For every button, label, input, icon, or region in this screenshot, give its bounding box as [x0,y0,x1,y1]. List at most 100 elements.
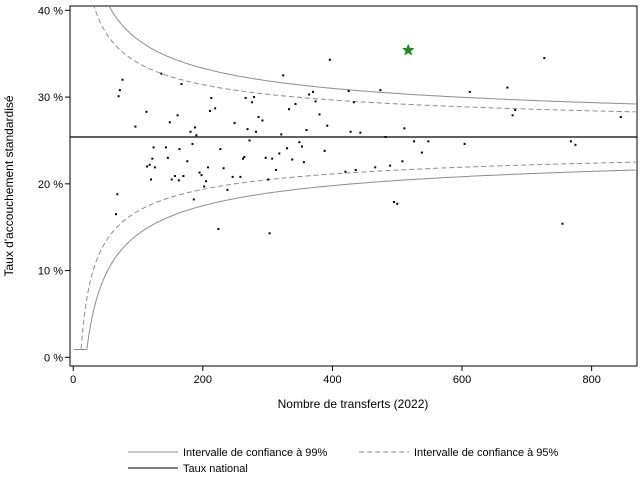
x-tick-label: 200 [194,374,212,386]
data-point [182,175,185,178]
data-point [145,110,148,113]
data-point [543,57,546,60]
data-point [178,148,181,151]
x-tick-label: 0 [70,374,76,386]
data-point [282,74,285,77]
data-point [463,142,466,145]
data-point [326,124,329,127]
data-point [219,148,222,151]
data-point [389,164,392,167]
data-point [115,213,118,216]
data-point [134,125,137,128]
data-point [413,140,416,143]
data-point [244,96,247,99]
data-point [243,155,246,158]
data-point [239,175,242,178]
data-point [278,152,281,155]
data-point [286,147,289,150]
ci-curve-99-lower [73,169,636,351]
data-point [354,168,357,171]
x-axis-title: Nombre de transferts (2022) [278,397,429,411]
data-point [207,166,210,169]
data-point [506,86,509,89]
data-point [148,163,151,166]
data-point [427,140,430,143]
data-point [312,90,314,93]
data-point [150,178,152,181]
data-point [192,198,195,201]
data-point [189,130,192,133]
data-point [288,108,291,111]
data-point [146,165,149,168]
ci-curve-99-upper [108,6,636,105]
data-point [203,185,206,188]
legend: Intervalle de confiance à 99% Intervalle… [128,447,559,475]
x-tick-label: 600 [453,374,471,386]
legend-label-ci99: Intervalle de confiance à 99% [183,447,328,459]
data-point [574,143,577,146]
data-point [271,157,274,160]
data-point [344,170,347,173]
data-point [210,96,213,99]
scatter-points [115,57,622,235]
data-point [253,96,256,99]
data-point [180,83,183,86]
data-point [248,139,251,142]
highlight-star-marker [401,43,415,56]
data-point [217,227,220,230]
data-point [186,160,189,163]
data-point [153,166,156,169]
y-tick-label: 40 % [38,5,63,17]
plot-frame [69,5,638,367]
data-point [379,89,382,92]
y-axis: 0 % 10 % 20 % 30 % 40 % [38,5,70,364]
data-point [511,114,514,117]
data-point [198,171,201,174]
data-point [561,222,564,225]
data-point [294,103,297,106]
data-point [164,146,167,149]
data-point [300,145,303,148]
data-point [118,89,121,92]
data-point [323,149,326,152]
data-point [176,114,179,117]
data-point [117,95,120,98]
data-point [318,113,321,116]
legend-label-ci95: Intervalle de confiance à 95% [414,447,559,459]
data-point [152,146,155,149]
data-point [121,78,124,81]
data-point [194,126,197,129]
data-point [384,135,387,138]
data-point [349,130,352,133]
data-point [359,131,362,134]
y-tick-label: 20 % [38,179,63,191]
y-tick-label: 30 % [38,92,63,104]
data-point [308,93,311,96]
data-point [205,180,208,183]
data-point [222,167,225,170]
data-point [261,119,264,122]
data-point [151,157,154,160]
data-point [298,141,301,144]
data-point [393,201,395,204]
data-point [173,175,176,178]
data-point [208,109,211,112]
data-point [314,100,317,103]
data-point [347,90,350,93]
data-point [291,158,294,161]
data-point [116,193,119,196]
data-point [403,127,406,130]
ci-curves [73,6,636,351]
data-point [191,142,194,145]
data-point [200,174,203,177]
data-point [396,202,399,205]
x-tick-label: 400 [323,374,341,386]
data-point [401,160,404,163]
y-axis-title: Taux d'accouchement standardisé [2,95,16,276]
highlight-star [401,43,415,56]
data-point [166,156,169,159]
data-point [352,101,355,104]
data-point [242,157,245,160]
data-point [195,134,198,137]
